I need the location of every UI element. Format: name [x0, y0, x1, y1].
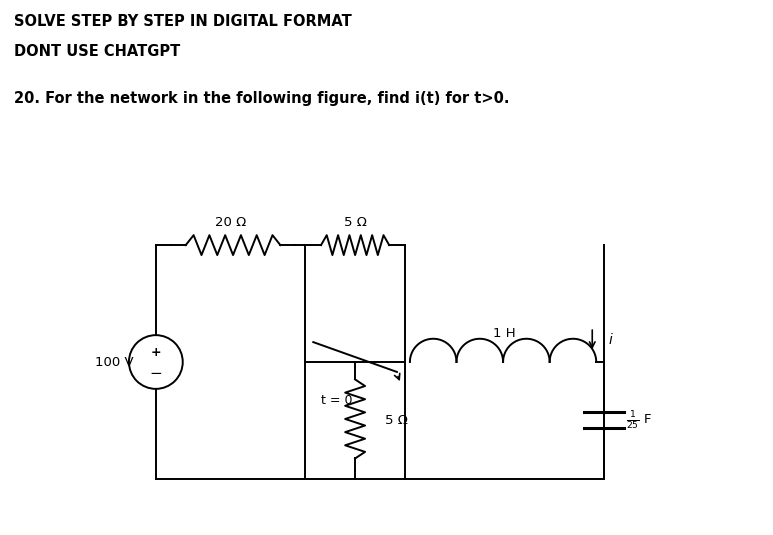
Text: DONT USE CHATGPT: DONT USE CHATGPT: [15, 44, 181, 59]
Text: 20. For the network in the following figure, find i(t) for t>0.: 20. For the network in the following fig…: [15, 91, 510, 106]
Text: 1 H: 1 H: [493, 327, 516, 340]
Text: 5 Ω: 5 Ω: [344, 216, 366, 229]
Text: −: −: [149, 366, 162, 381]
Text: i: i: [608, 333, 612, 347]
Text: SOLVE STEP BY STEP IN DIGITAL FORMAT: SOLVE STEP BY STEP IN DIGITAL FORMAT: [15, 14, 352, 29]
Text: 20 Ω: 20 Ω: [215, 216, 246, 229]
Text: $\frac{1}{25}$ F: $\frac{1}{25}$ F: [626, 409, 652, 432]
Text: +: +: [151, 346, 161, 358]
Text: t = 0: t = 0: [322, 394, 353, 407]
Text: 100 V: 100 V: [94, 355, 133, 369]
Text: 5 Ω: 5 Ω: [385, 414, 408, 427]
